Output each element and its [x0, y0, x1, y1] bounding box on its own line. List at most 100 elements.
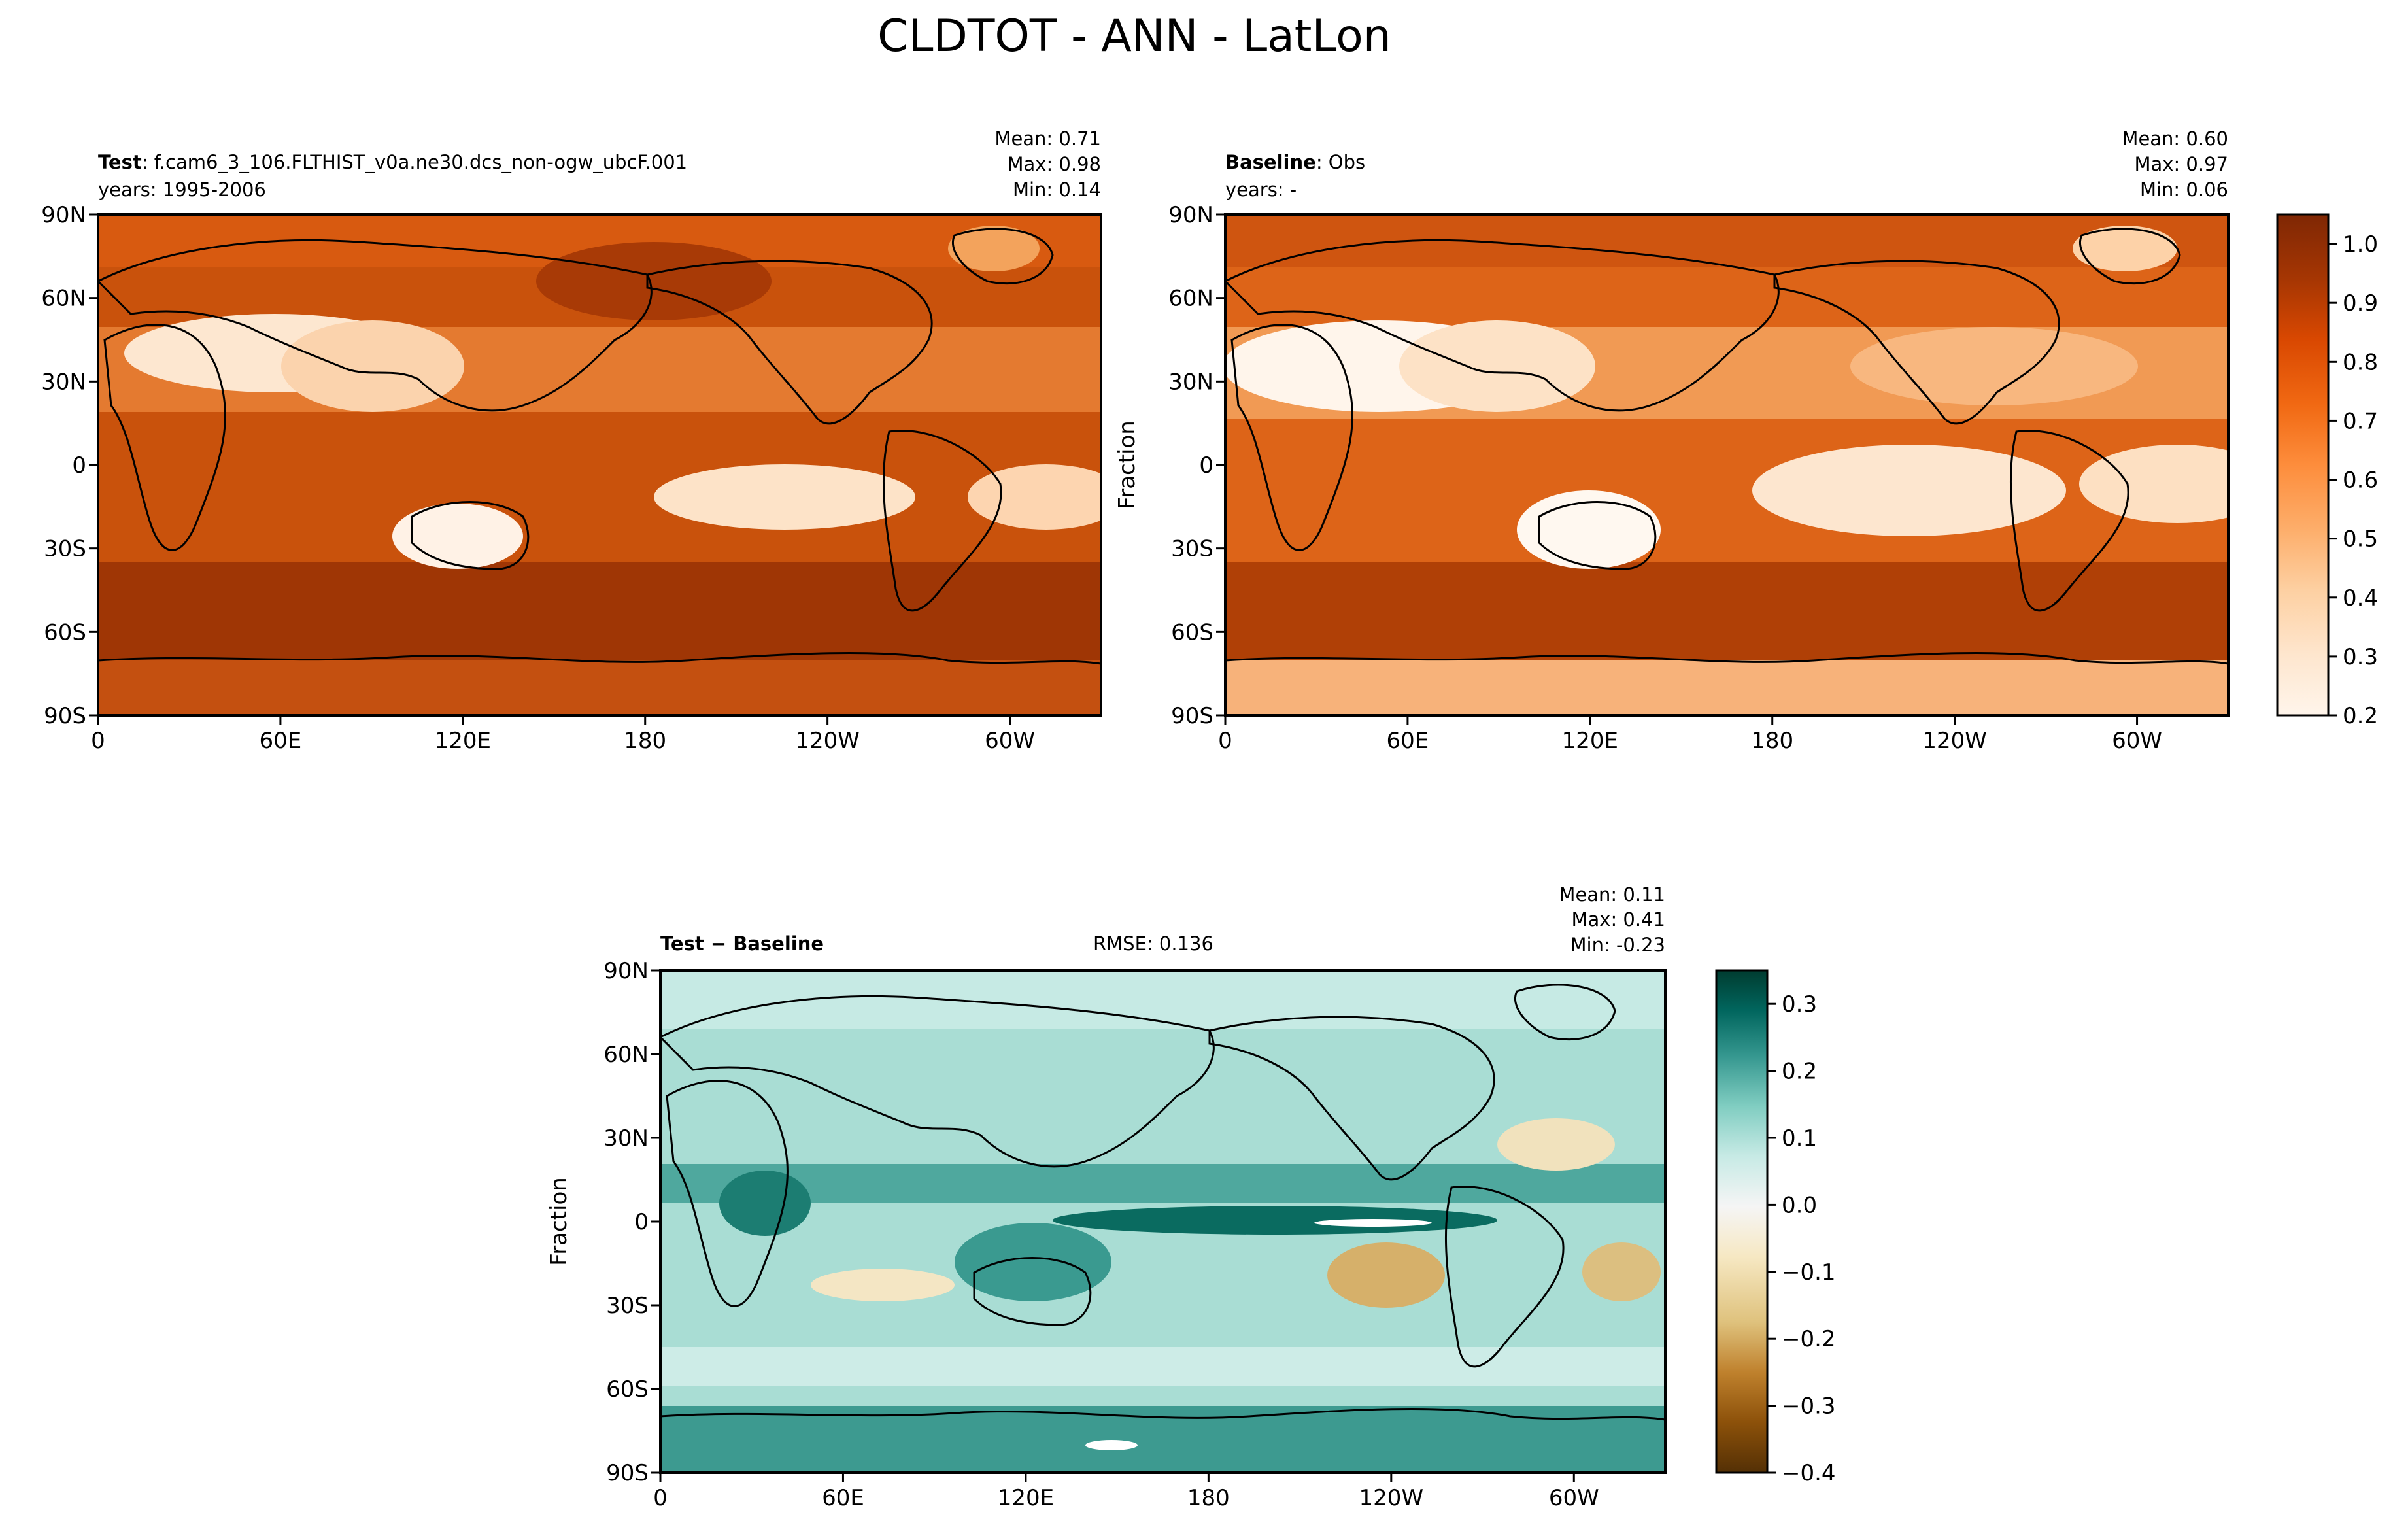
baseline-map	[1225, 214, 2228, 715]
baseline-axis-ticks: 0 60E 120E 180 120W 60W 90N 60N 30N 0 30S 60S 90S	[1168, 202, 2162, 754]
figure-title: CLDTOT - ANN - LatLon	[877, 10, 1391, 62]
test-ytick-label: 30S	[44, 536, 86, 562]
baseline-min: Min: 0.06	[2140, 179, 2228, 201]
colorbar-top-tick-label: 0.5	[2343, 526, 2378, 553]
test-mean: Mean: 0.71	[994, 128, 1101, 150]
baseline-ytick-label: 60N	[1168, 286, 1213, 312]
test-feature-greenland	[948, 226, 1040, 271]
colorbar-bottom-tick-label: −0.3	[1782, 1394, 1836, 1420]
test-coastline-greenland	[951, 228, 1054, 285]
test-ytick-label: 30N	[41, 369, 86, 395]
diff-feature-west-pacific	[955, 1223, 1111, 1301]
diff-coastline-antarctica	[660, 1407, 1665, 1421]
colorbar-top-tick-label: 0.7	[2343, 408, 2378, 434]
test-label: Test: f.cam6_3_106.FLTHIST_v0a.ne30.dcs_…	[98, 151, 687, 173]
baseline-coastline-north-america	[1773, 260, 2060, 425]
baseline-coastline-eurasia	[1225, 239, 1780, 412]
baseline-coastline-africa	[1230, 324, 1353, 551]
baseline-xtick-label: 60E	[1387, 728, 1429, 754]
diff-ytick-label: 90N	[603, 958, 649, 984]
test-max: Max: 0.98	[1007, 153, 1101, 175]
test-xtick-label: 0	[91, 728, 105, 754]
baseline-mean: Mean: 0.60	[2122, 128, 2228, 150]
test-coastline-eurasia	[98, 239, 653, 412]
test-xtick-label: 120E	[435, 728, 491, 754]
colorbar-bottom-tick-label: 0.3	[1782, 991, 1817, 1018]
test-ytick-label: 90S	[44, 703, 86, 729]
baseline-xtick-label: 180	[1751, 728, 1793, 754]
baseline-ylabel: Fraction	[1114, 420, 1140, 509]
diff-feature-ne-pacific	[1497, 1118, 1615, 1171]
baseline-label: Baseline: Obs	[1225, 151, 1365, 173]
diff-ytick-label: 60N	[603, 1042, 649, 1068]
colorbar-bottom-tick-label: 0.1	[1782, 1125, 1817, 1152]
test-band-southern-ocean	[98, 562, 1101, 660]
baseline-ytick-label: 90S	[1171, 703, 1213, 729]
diff-feature-equatorial-gap	[1314, 1219, 1432, 1227]
diff-feature-equatorial-pacific	[1053, 1206, 1497, 1235]
baseline-max: Max: 0.97	[2134, 153, 2228, 175]
test-ytick-label: 0	[72, 453, 86, 479]
test-coastline-north-america	[646, 260, 933, 425]
diff-feature-se-atlantic	[1582, 1242, 1661, 1301]
baseline-ytick-label: 30N	[1168, 369, 1213, 395]
baseline-label-bold: Baseline	[1225, 151, 1316, 173]
diff-coastline-south-america	[1444, 1186, 1565, 1368]
baseline-ytick-label: 0	[1199, 453, 1213, 479]
baseline-panel: Baseline: Obs years: - Mean: 0.60 Max: 0…	[1114, 128, 2230, 754]
diff-map	[660, 970, 1665, 1473]
test-coastline-antarctica	[98, 651, 1101, 665]
test-map	[98, 214, 1101, 715]
baseline-ytick-label: 30S	[1171, 536, 1213, 562]
colorbar-bottom-gradient	[1715, 969, 1769, 1474]
diff-xtick-label: 120W	[1359, 1485, 1424, 1511]
diff-max: Max: 0.41	[1571, 908, 1665, 931]
baseline-coastline-greenland	[2078, 228, 2181, 285]
diff-panel: Test − Baseline RMSE: 0.136 Mean: 0.11 M…	[546, 883, 1667, 1511]
diff-xtick-label: 0	[653, 1485, 668, 1511]
baseline-band-southern-ocean	[1225, 562, 2228, 660]
diff-band-itcz	[660, 1164, 1665, 1203]
baseline-feature-se-pacific	[1752, 445, 2066, 536]
baseline-feature-tibet	[1399, 320, 1595, 412]
diff-rmse: RMSE: 0.136	[1093, 933, 1213, 955]
diff-ytick-label: 90S	[606, 1460, 649, 1486]
diff-coastline-africa	[666, 1080, 789, 1307]
test-label-text: : f.cam6_3_106.FLTHIST_v0a.ne30.dcs_non-…	[142, 151, 687, 173]
baseline-band-arctic	[1225, 214, 2228, 267]
test-ytick-label: 60S	[44, 619, 86, 645]
baseline-xtick-label: 60W	[2112, 728, 2162, 754]
baseline-band-antarctic	[1225, 660, 2228, 715]
baseline-feature-se-atlantic	[2079, 445, 2228, 523]
colorbar-top-tick-label: 0.2	[2343, 703, 2378, 729]
test-feature-se-pacific	[654, 464, 915, 530]
baseline-coastline-australia	[1538, 501, 1657, 570]
diff-feature-indian-ocean	[811, 1269, 955, 1301]
baseline-ytick-label: 90N	[1168, 202, 1213, 228]
baseline-years: years: -	[1225, 179, 1297, 201]
test-coastline-australia	[411, 501, 530, 570]
colorbar-bottom-tick-label: 0.0	[1782, 1192, 1817, 1218]
test-xtick-label: 180	[624, 728, 666, 754]
diff-xtick-label: 180	[1187, 1485, 1230, 1511]
baseline-xtick-label: 120W	[1922, 728, 1987, 754]
diff-ytick-label: 0	[634, 1209, 649, 1235]
diff-band-arctic	[660, 970, 1665, 1029]
diff-feature-antarctic-gap	[1085, 1440, 1138, 1450]
diff-label: Test − Baseline	[660, 933, 824, 955]
colorbar-top-tick-label: 0.4	[2343, 585, 2378, 611]
diff-ylabel: Fraction	[546, 1177, 572, 1266]
colorbar-bottom-tick-label: −0.4	[1782, 1460, 1836, 1486]
diff-feature-east-africa	[719, 1171, 811, 1236]
test-label-bold: Test	[98, 151, 142, 173]
colorbar-bottom-ticks: 0.3 0.2 0.1 0.0 −0.1 −0.2 −0.3 −0.4	[1767, 991, 1836, 1486]
diff-xtick-label: 60W	[1549, 1485, 1599, 1511]
diff-ytick-label: 60S	[606, 1377, 649, 1403]
diff-axis-ticks: 0 60E 120E 180 120W 60W 90N 60N 30N 0 30S 60S 90S	[603, 958, 1599, 1511]
colorbar-top-tick-label: 0.3	[2343, 644, 2378, 670]
colorbar-top-ticks: 1.0 0.9 0.8 0.7 0.6 0.5 0.4 0.3 0.2	[2328, 231, 2378, 729]
diff-coastline-australia	[973, 1257, 1092, 1326]
test-feature-nw-pacific	[536, 242, 772, 320]
diff-xtick-label: 120E	[998, 1485, 1054, 1511]
test-years: years: 1995-2006	[98, 179, 266, 201]
